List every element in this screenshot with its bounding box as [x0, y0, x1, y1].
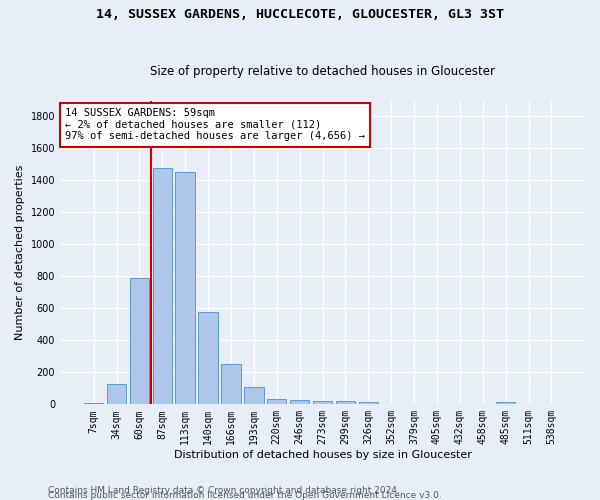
- Bar: [175, 172, 195, 404]
- Text: 14, SUSSEX GARDENS, HUCCLECOTE, GLOUCESTER, GL3 3ST: 14, SUSSEX GARDENS, HUCCLECOTE, GLOUCEST…: [96, 8, 504, 20]
- Y-axis label: Number of detached properties: Number of detached properties: [15, 164, 25, 340]
- Bar: [335, 402, 355, 404]
- Text: 14 SUSSEX GARDENS: 59sqm
← 2% of detached houses are smaller (112)
97% of semi-d: 14 SUSSEX GARDENS: 59sqm ← 2% of detache…: [65, 108, 365, 142]
- Bar: [152, 168, 172, 404]
- X-axis label: Distribution of detached houses by size in Gloucester: Distribution of detached houses by size …: [173, 450, 472, 460]
- Bar: [267, 398, 286, 404]
- Bar: [313, 401, 332, 404]
- Text: Contains HM Land Registry data © Crown copyright and database right 2024.: Contains HM Land Registry data © Crown c…: [48, 486, 400, 495]
- Bar: [199, 312, 218, 404]
- Bar: [359, 402, 378, 404]
- Bar: [130, 278, 149, 404]
- Title: Size of property relative to detached houses in Gloucester: Size of property relative to detached ho…: [150, 66, 495, 78]
- Bar: [496, 402, 515, 404]
- Bar: [290, 400, 310, 404]
- Bar: [84, 402, 103, 404]
- Bar: [107, 384, 126, 404]
- Bar: [221, 364, 241, 405]
- Bar: [244, 386, 263, 404]
- Text: Contains public sector information licensed under the Open Government Licence v3: Contains public sector information licen…: [48, 491, 442, 500]
